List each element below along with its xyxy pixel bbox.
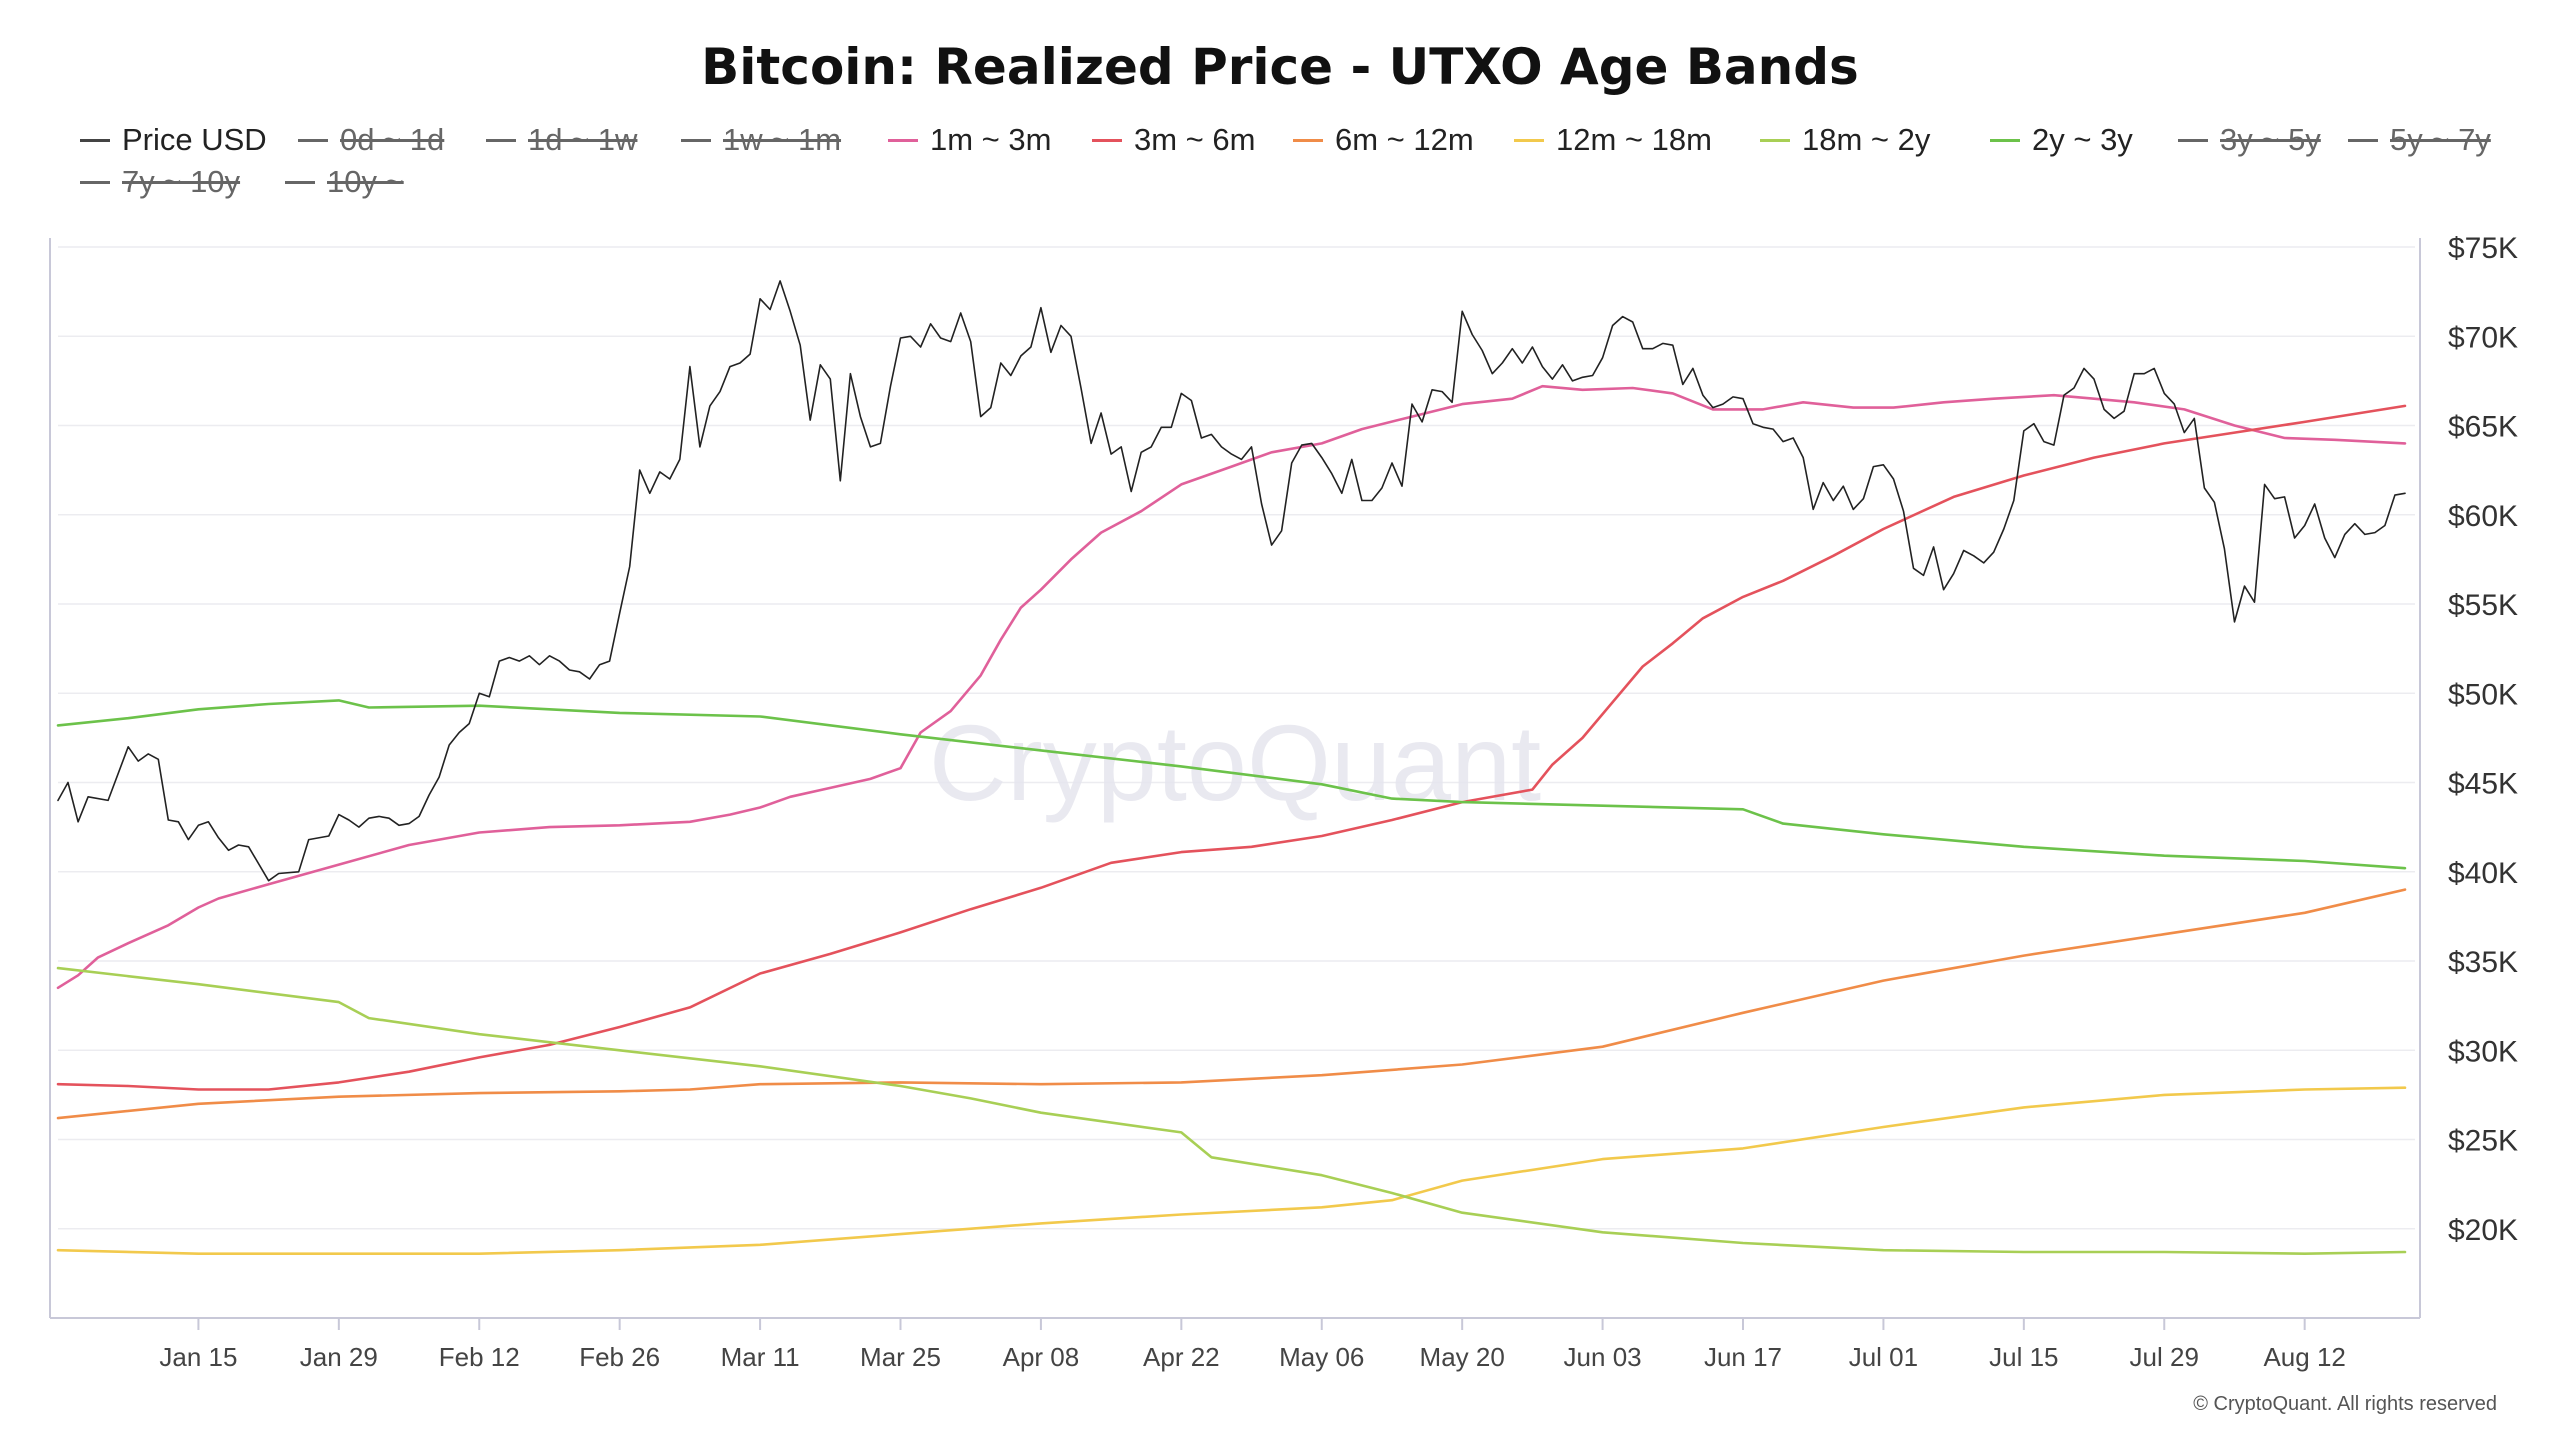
legend-item-12m-18m[interactable]: 12m ~ 18m: [1514, 122, 1712, 158]
legend-swatch: [1092, 138, 1122, 142]
legend-label: 12m ~ 18m: [1556, 122, 1712, 157]
legend-label: 1m ~ 3m: [930, 122, 1052, 157]
x-tick-label: May 06: [1279, 1342, 1364, 1372]
series-line-1m-3m: [56, 384, 2407, 990]
legend-item-1m-3m[interactable]: 1m ~ 3m: [888, 122, 1051, 158]
x-tick-label: Apr 22: [1143, 1342, 1220, 1372]
legend-swatch: [285, 180, 315, 184]
y-tick-label: $35K: [2448, 946, 2518, 979]
legend-item-7y-10y[interactable]: 7y ~ 10y: [80, 164, 240, 200]
x-tick-label: Aug 12: [2263, 1342, 2345, 1372]
legend-swatch: [80, 138, 110, 142]
x-tick-label: May 20: [1420, 1342, 1505, 1372]
y-tick-label: $45K: [2448, 768, 2518, 801]
legend-item-10y[interactable]: 10y ~: [285, 164, 404, 200]
x-tick-label: Jun 17: [1704, 1342, 1782, 1372]
legend-label: 3y ~ 5y: [2220, 122, 2321, 157]
legend-label: 18m ~ 2y: [1802, 122, 1931, 157]
legend-item-18m-2y[interactable]: 18m ~ 2y: [1760, 122, 1930, 158]
legend-item-5y-7y[interactable]: 5y ~ 7y: [2348, 122, 2491, 158]
x-tick-label: Feb 12: [439, 1342, 520, 1372]
legend-item-price-usd[interactable]: Price USD: [80, 122, 267, 158]
y-tick-label: $70K: [2448, 321, 2518, 354]
legend-swatch: [298, 138, 328, 142]
legend-label: Price USD: [122, 122, 267, 157]
x-tick-label: Mar 25: [860, 1342, 941, 1372]
legend-label: 0d ~ 1d: [340, 122, 445, 157]
y-tick-label: $40K: [2448, 857, 2518, 890]
series-line-18m-2y: [56, 966, 2407, 1255]
legend-swatch: [1514, 138, 1544, 142]
y-tick-label: $20K: [2448, 1214, 2518, 1247]
legend-item-3m-6m[interactable]: 3m ~ 6m: [1092, 122, 1255, 158]
legend-swatch: [681, 138, 711, 142]
x-tick-label: Jul 15: [1989, 1342, 2058, 1372]
legend-item-1w-1m[interactable]: 1w ~ 1m: [681, 122, 841, 158]
legend-label: 6m ~ 12m: [1335, 122, 1474, 157]
legend-swatch: [1760, 138, 1790, 142]
x-tick-label: Jul 01: [1849, 1342, 1918, 1372]
legend-label: 7y ~ 10y: [122, 164, 241, 199]
legend-label: 1d ~ 1w: [528, 122, 638, 157]
legend-item-3y-5y[interactable]: 3y ~ 5y: [2178, 122, 2321, 158]
legend-swatch: [1293, 138, 1323, 142]
legend-label: 5y ~ 7y: [2390, 122, 2491, 157]
legend-swatch: [2178, 138, 2208, 142]
chart-title: Bitcoin: Realized Price - UTXO Age Bands: [701, 38, 1859, 96]
x-tick-label: Jan 15: [159, 1342, 237, 1372]
legend-label: 3m ~ 6m: [1134, 122, 1256, 157]
series-line-6m-12m: [56, 888, 2407, 1120]
watermark-text: CryptoQuant: [929, 702, 1541, 823]
y-tick-label: $25K: [2448, 1125, 2518, 1158]
legend-label: 1w ~ 1m: [723, 122, 842, 157]
copyright-text: © CryptoQuant. All rights reserved: [2193, 1393, 2497, 1415]
legend-swatch: [80, 180, 110, 184]
x-tick-label: Mar 11: [721, 1342, 800, 1372]
x-tick-label: Feb 26: [579, 1342, 660, 1372]
x-tick-label: Apr 08: [1003, 1342, 1080, 1372]
series-line-3m-6m: [56, 404, 2407, 1091]
legend-label: 10y ~: [327, 164, 404, 199]
legend-swatch: [486, 138, 516, 142]
legend-item-1d-1w[interactable]: 1d ~ 1w: [486, 122, 637, 158]
y-tick-label: $55K: [2448, 589, 2518, 622]
y-tick-label: $65K: [2448, 411, 2518, 444]
legend-item-2y-3y[interactable]: 2y ~ 3y: [1990, 122, 2133, 158]
y-tick-label: $60K: [2448, 500, 2518, 533]
series-line-12m-18m: [56, 1086, 2407, 1255]
x-tick-label: Jul 29: [2130, 1342, 2199, 1372]
x-tick-label: Jun 03: [1564, 1342, 1642, 1372]
y-tick-label: $75K: [2448, 232, 2518, 265]
x-tick-label: Jan 29: [300, 1342, 378, 1372]
series-line-price-usd: [57, 280, 2406, 882]
y-tick-label: $50K: [2448, 678, 2518, 711]
legend-swatch: [2348, 138, 2378, 142]
legend-item-0d-1d[interactable]: 0d ~ 1d: [298, 122, 444, 158]
legend-swatch: [1990, 138, 2020, 142]
legend-swatch: [888, 138, 918, 142]
series-line-2y-3y: [56, 699, 2407, 870]
legend-item-6m-12m[interactable]: 6m ~ 12m: [1293, 122, 1474, 158]
legend-label: 2y ~ 3y: [2032, 122, 2133, 157]
y-tick-label: $30K: [2448, 1035, 2518, 1068]
